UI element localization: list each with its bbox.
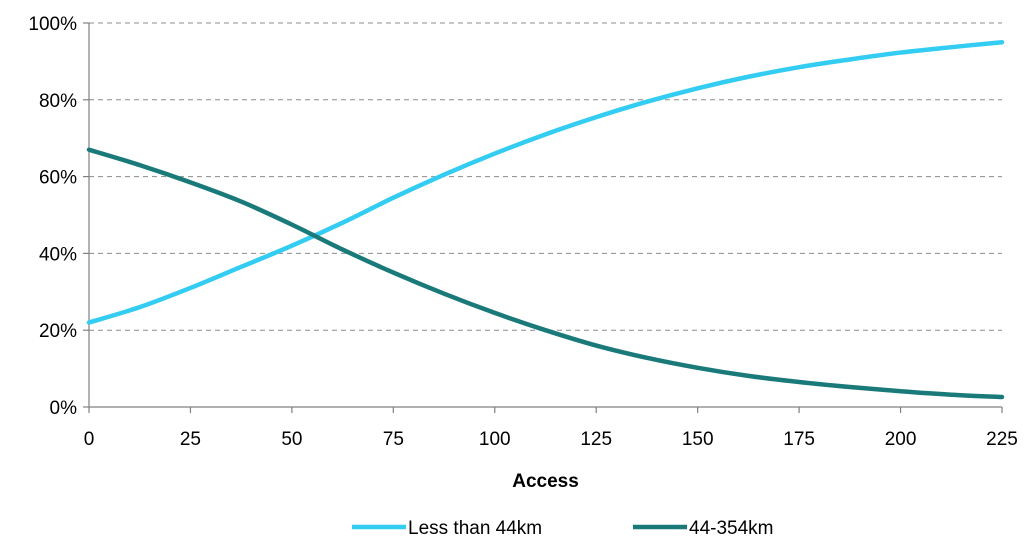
x-tick-label: 50	[281, 429, 302, 450]
x-tick-label: 75	[383, 429, 404, 450]
x-tick-label: 25	[180, 429, 201, 450]
series-line-2	[86, 147, 1005, 400]
gridlines	[89, 22, 1002, 331]
y-tick-label: 20%	[39, 321, 77, 342]
x-axis-ticks: 0 25 50 75 100 125 150 175 200 225	[84, 407, 1018, 450]
y-tick-label: 100%	[28, 14, 77, 35]
x-tick-label: 150	[682, 429, 714, 450]
legend-label-2: 44-354km	[689, 518, 774, 539]
legend-label-1: Less than 44km	[408, 518, 542, 539]
x-tick-label: 100	[479, 429, 511, 450]
x-tick-label: 175	[783, 429, 815, 450]
x-tick-label: 125	[580, 429, 612, 450]
legend: Less than 44km 44-354km	[352, 518, 774, 539]
series-line-1	[86, 39, 1005, 325]
y-tick-label: 40%	[39, 244, 77, 265]
y-axis-ticks: 0% 20% 40% 60% 80% 100%	[28, 14, 89, 419]
x-tick-label: 0	[84, 429, 95, 450]
x-tick-label: 225	[986, 429, 1018, 450]
y-tick-label: 0%	[50, 398, 78, 419]
x-axis-title: Access	[512, 471, 579, 492]
axes	[88, 23, 1002, 408]
y-tick-label: 80%	[39, 91, 77, 112]
x-tick-label: 200	[885, 429, 917, 450]
y-tick-label: 60%	[39, 168, 77, 189]
series-lines	[86, 39, 1005, 400]
